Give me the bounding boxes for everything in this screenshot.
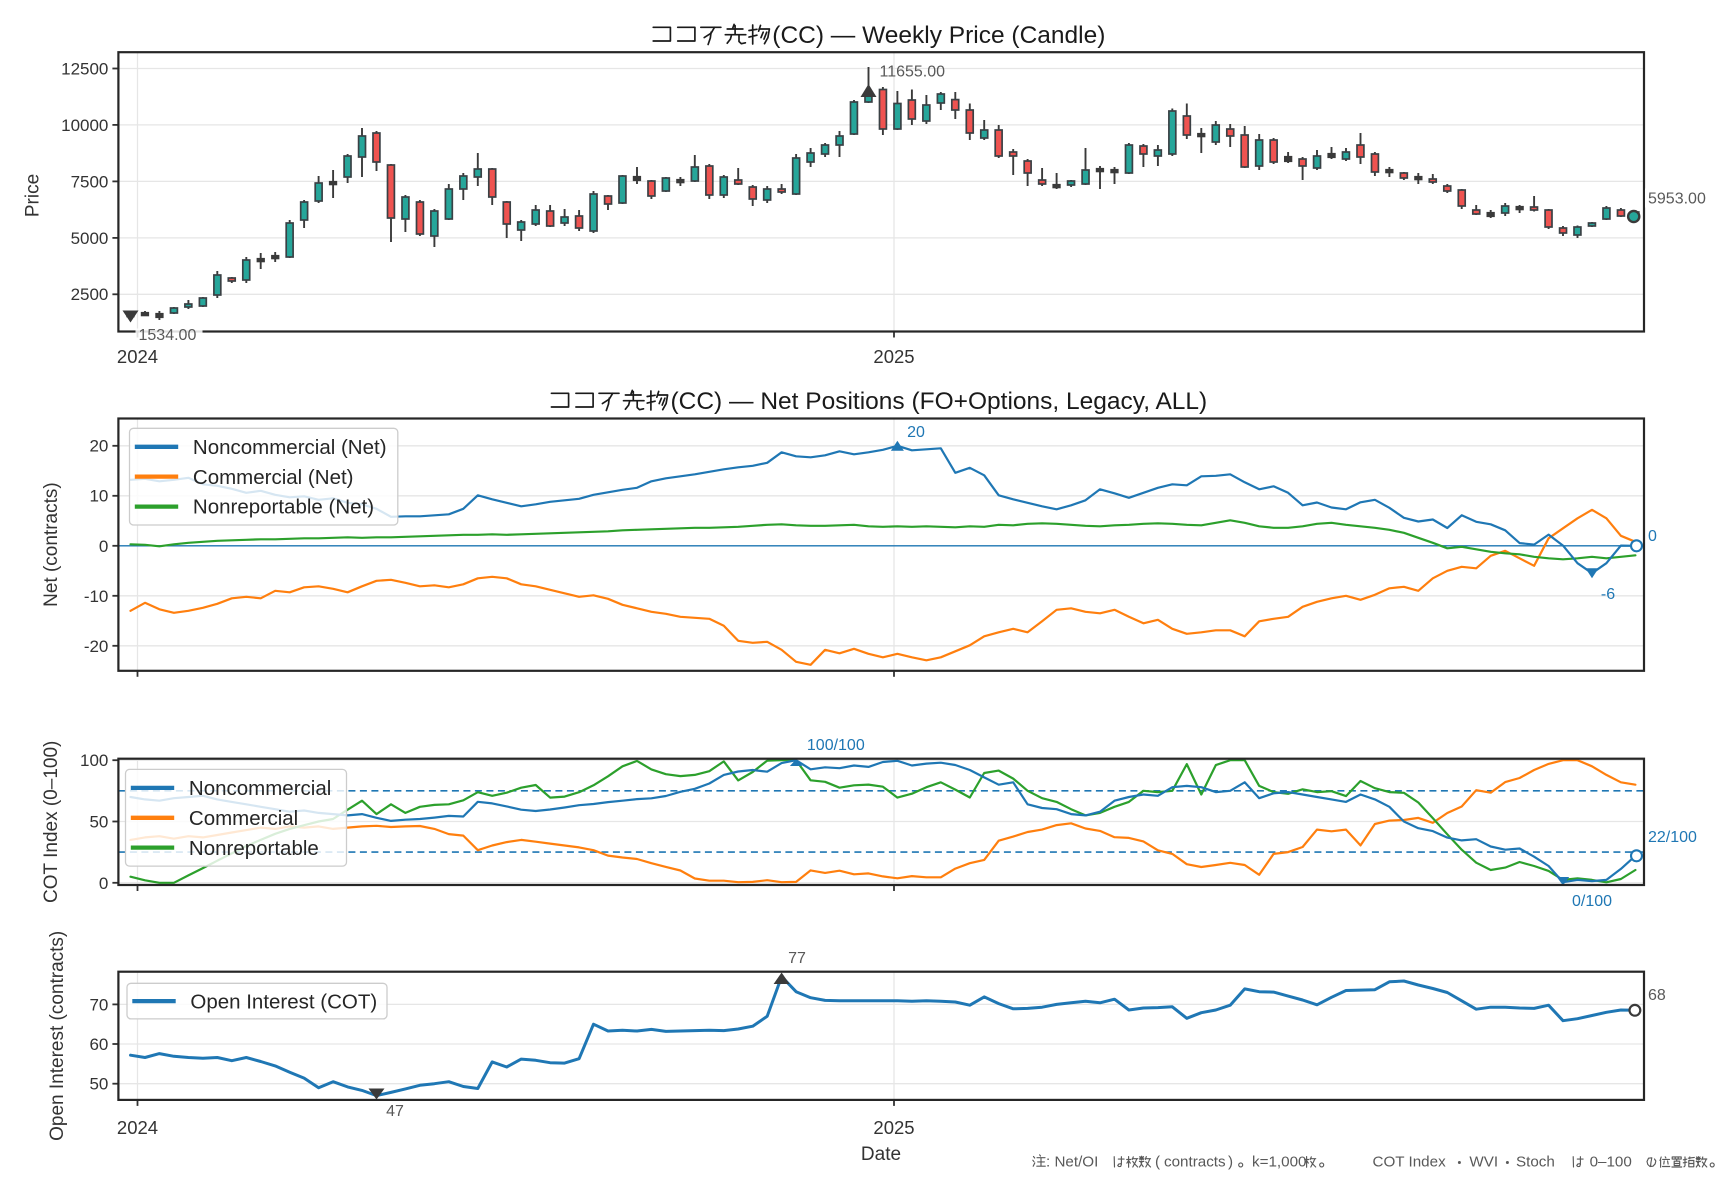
svg-text:60: 60 — [89, 1035, 108, 1054]
svg-text:WVI: WVI — [1469, 1154, 1498, 1171]
svg-text:50: 50 — [89, 1075, 108, 1094]
svg-text:2025: 2025 — [873, 346, 914, 367]
svg-text:0: 0 — [99, 874, 108, 893]
svg-text:5000: 5000 — [71, 229, 109, 248]
svg-text:-20: -20 — [84, 637, 109, 656]
svg-text:-10: -10 — [84, 587, 109, 606]
svg-text:47: 47 — [386, 1103, 404, 1120]
svg-text:2024: 2024 — [117, 346, 158, 367]
svg-text:0–100: 0–100 — [1590, 1154, 1632, 1171]
svg-text:100: 100 — [80, 751, 108, 770]
svg-text:77: 77 — [788, 950, 806, 967]
svg-text:20: 20 — [89, 437, 108, 456]
svg-text:10: 10 — [89, 487, 108, 506]
svg-text:20: 20 — [907, 424, 925, 441]
svg-text:Nonreportable: Nonreportable — [189, 837, 319, 860]
svg-text:10000: 10000 — [61, 116, 108, 135]
svg-text:Date: Date — [861, 1144, 901, 1165]
svg-text:contracts: contracts — [1164, 1154, 1226, 1171]
svg-text:11655.00: 11655.00 — [880, 64, 946, 81]
svg-text:Nonreportable (Net): Nonreportable (Net) — [193, 496, 374, 519]
svg-text:(CC) — Weekly Price (Candle): (CC) — Weekly Price (Candle) — [772, 22, 1105, 49]
svg-text:2024: 2024 — [117, 1117, 158, 1138]
svg-text:Noncommercial (Net): Noncommercial (Net) — [193, 436, 387, 459]
svg-text:22/100: 22/100 — [1648, 829, 1697, 846]
svg-text:7500: 7500 — [71, 172, 109, 191]
svg-text:2500: 2500 — [71, 285, 109, 304]
svg-text:Price: Price — [23, 174, 44, 217]
svg-text:Open Interest (COT): Open Interest (COT) — [190, 990, 377, 1013]
svg-text:Stoch: Stoch — [1516, 1154, 1555, 1171]
svg-text:(CC) — Net Positions (FO+Optio: (CC) — Net Positions (FO+Options, Legacy… — [671, 388, 1208, 415]
svg-text:100/100: 100/100 — [807, 737, 865, 754]
svg-text:Commercial: Commercial — [189, 807, 298, 830]
svg-text:(: ( — [1155, 1154, 1160, 1171]
svg-text:50: 50 — [89, 813, 108, 832]
svg-text:: Net/OI: : Net/OI — [1046, 1154, 1098, 1171]
svg-text:k=1,000: k=1,000 — [1252, 1154, 1306, 1171]
svg-text:1534.00: 1534.00 — [139, 327, 197, 344]
svg-text:70: 70 — [89, 995, 108, 1014]
svg-text:0/100: 0/100 — [1572, 893, 1612, 910]
svg-text:-6: -6 — [1601, 586, 1615, 603]
svg-text:Commercial (Net): Commercial (Net) — [193, 466, 354, 489]
svg-text:2025: 2025 — [873, 1117, 914, 1138]
svg-text:COT Index: COT Index — [1373, 1154, 1447, 1171]
svg-text:0: 0 — [1648, 528, 1657, 545]
svg-text:5953.00: 5953.00 — [1648, 191, 1706, 208]
svg-text:): ) — [1228, 1154, 1233, 1171]
svg-text:68: 68 — [1648, 987, 1666, 1004]
svg-text:12500: 12500 — [61, 60, 108, 79]
svg-text:0: 0 — [99, 537, 108, 556]
svg-text:Net (contracts): Net (contracts) — [41, 482, 62, 607]
svg-text:Open Interest (contracts): Open Interest (contracts) — [47, 931, 68, 1141]
svg-text:COT Index (0–100): COT Index (0–100) — [41, 741, 62, 903]
svg-text:Noncommercial: Noncommercial — [189, 777, 331, 800]
